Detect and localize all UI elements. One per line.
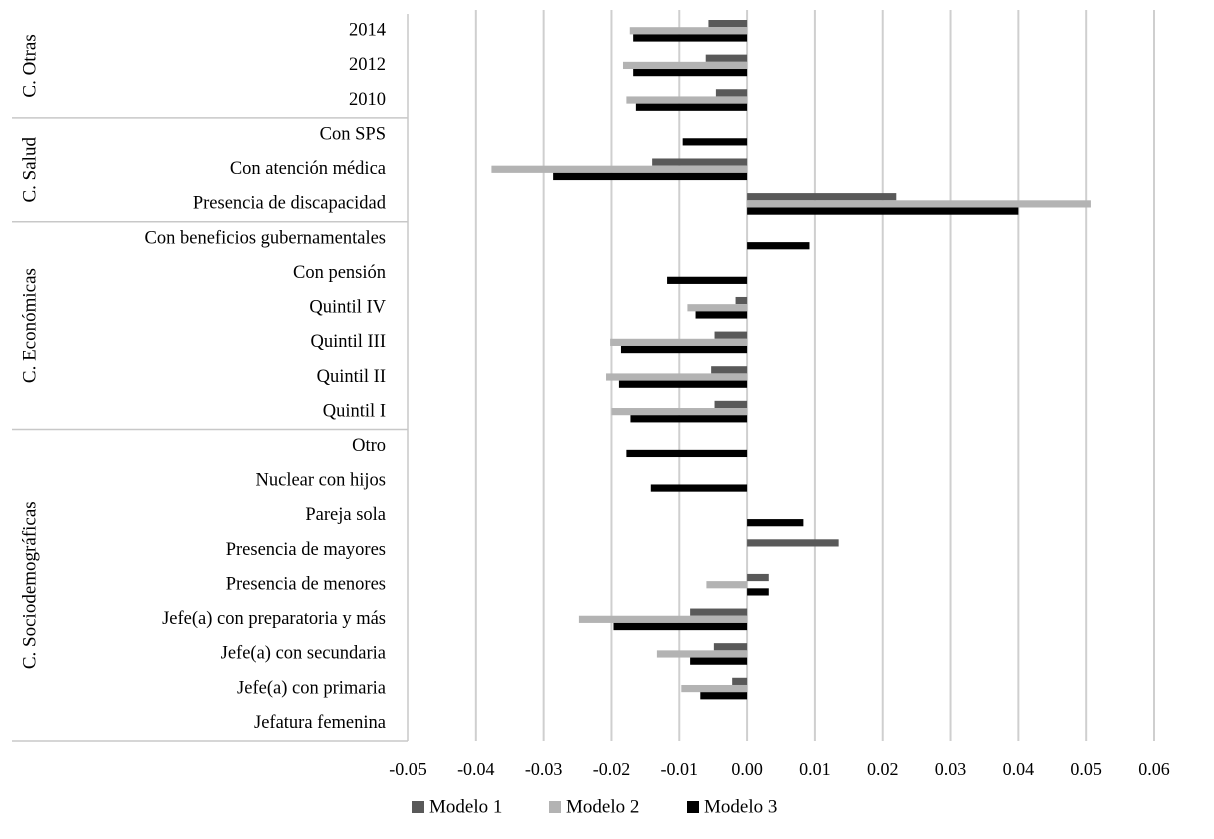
category-label: Presencia de mayores [226,540,386,560]
bar [711,366,748,374]
group-label: C. Otras [19,34,40,97]
category-label: Jefe(a) con primaria [237,678,386,698]
bar [747,588,769,596]
bar [620,345,748,354]
bar [708,20,748,28]
category-label: Quintil I [323,401,386,421]
group-label: C. Económicas [19,268,40,383]
bar [681,684,748,693]
grid-lines [474,10,1155,742]
x-tick-label: -0.04 [457,759,495,779]
bar [747,573,769,582]
bar [687,304,748,312]
bar [715,89,748,97]
group-label: C. Salud [19,137,40,203]
x-tick-label: 0.01 [799,759,831,779]
category-label: Con SPS [320,124,386,144]
bar [690,657,748,665]
group-label: C. Sociodemográficas [19,501,40,669]
bar [690,608,748,616]
bar [714,400,748,409]
category-label: 2012 [349,55,386,75]
bar [735,296,748,305]
bar [747,539,839,547]
x-tick-label: -0.05 [389,759,427,779]
bar [610,338,748,346]
category-label: Jefatura femenina [254,713,386,733]
x-tick-label: 0.00 [731,759,763,779]
category-label: Quintil IV [309,298,386,318]
category-label: Jefe(a) con secundaria [221,644,386,664]
bar [622,61,748,70]
legend-swatch [687,801,699,813]
category-label: Pareja sola [305,505,386,525]
category-label: Con pensión [293,263,386,283]
bars [491,20,1091,700]
bar [714,331,748,339]
bar [732,677,748,685]
legend-swatch [412,801,424,813]
bar [700,692,748,700]
x-tick-label: 0.06 [1138,759,1170,779]
bar [626,96,748,104]
legend-label: Modelo 1 [429,796,502,817]
bar [652,158,748,166]
x-tick-label: -0.03 [525,759,563,779]
bar [747,519,804,527]
bar [635,103,748,111]
category-label: 2014 [349,21,386,41]
bar [747,207,1019,215]
category-label: 2010 [349,90,386,110]
x-tick-label: 0.05 [1070,759,1102,779]
x-tick-label: 0.04 [1003,759,1035,779]
x-tick-label: -0.01 [661,759,699,779]
bar [747,200,1091,208]
bar [713,643,748,651]
x-axis-tick-labels: -0.05 -0.04 -0.03 -0.02 -0.01 0.00 0.01 0.02 0.0… [389,759,1170,779]
bar [667,276,748,284]
bar [706,581,748,589]
category-label: Con atención médica [230,159,386,179]
bar [578,615,748,623]
group-labels: C. Otras C. Salud C. Económicas C. Sociodem… [19,34,40,669]
category-label: Quintil III [310,332,386,352]
bar [705,54,748,62]
x-tick-label: 0.03 [935,759,967,779]
bar [656,650,748,658]
bar [611,408,748,416]
category-label: Quintil II [317,367,386,387]
bar [650,484,748,492]
bar [633,69,748,77]
category-label: Presencia de menores [226,574,386,594]
bar [553,172,748,181]
bar [747,242,810,250]
x-tick-label: -0.02 [593,759,631,779]
bar [491,165,748,173]
bar [613,622,748,631]
legend-label: Modelo 2 [566,796,639,817]
legend-label: Modelo 3 [704,796,777,817]
bar [630,415,748,423]
category-label: Nuclear con hijos [256,471,387,491]
bar [633,34,748,42]
bar [695,311,748,319]
bar [682,138,748,146]
category-label: Presencia de discapacidad [193,194,387,214]
category-label: Jefe(a) con preparatoria y más [162,609,386,629]
category-label: Con beneficios gubernamentales [145,228,386,248]
x-tick-label: 0.02 [867,759,899,779]
bar [606,373,748,381]
bar [626,449,748,458]
category-label: Otro [352,436,386,456]
legend-swatch [549,801,561,813]
bar [629,27,748,35]
category-labels: 2014 2012 2010 Con SPS Con atención médica Pr… [145,21,387,733]
legend: Modelo 1 Modelo 2 Modelo 3 [412,796,777,817]
category-panel [12,14,409,742]
bar [747,193,897,201]
bar [618,380,748,388]
